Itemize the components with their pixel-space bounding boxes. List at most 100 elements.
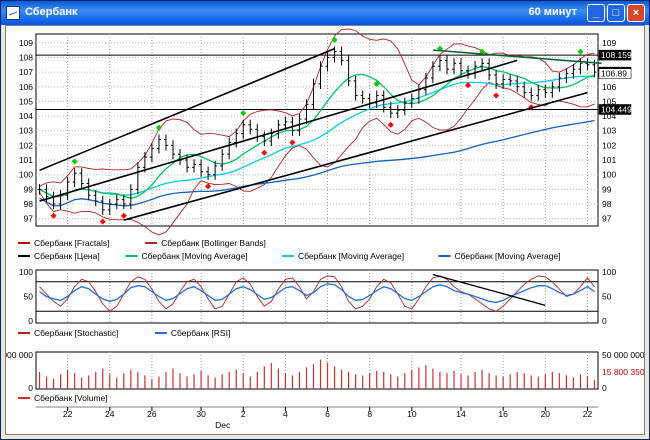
- oscillator-tick-left: 50: [24, 292, 34, 302]
- price-tick-right: 105: [602, 96, 616, 106]
- chart-app-icon: [6, 6, 20, 20]
- price-label-box: [598, 68, 632, 79]
- fractal-up-marker: [155, 124, 162, 131]
- legend-label: Сбербанк [Fractals]: [34, 238, 110, 248]
- timeframe-label: 60 минут: [528, 6, 577, 18]
- x-axis-label: 22: [63, 409, 73, 419]
- x-axis-label: 16: [498, 409, 508, 419]
- x-axis-month: Dec: [215, 420, 231, 430]
- volume-legend-label: Сбербанк [Volume]: [34, 393, 108, 403]
- fractal-down-marker: [99, 218, 106, 225]
- price-tick-right: 109: [602, 38, 616, 48]
- price-tick-left: 105: [19, 96, 33, 106]
- trend-line: [123, 91, 588, 221]
- oscillator-panel: [35, 269, 599, 324]
- x-axis-label: 14: [456, 409, 466, 419]
- fractal-down-marker: [465, 82, 472, 89]
- trend-line: [432, 49, 602, 65]
- price-panel: [35, 33, 599, 227]
- x-axis-label: 24: [105, 409, 115, 419]
- price-tick-left: 108: [19, 52, 33, 62]
- oscillator-trend-line: [432, 273, 546, 306]
- price-tick-left: 99: [24, 184, 34, 194]
- price-tick-right: 99: [602, 184, 612, 194]
- window-title: Сбербанк: [25, 6, 78, 18]
- fractal-down-marker: [120, 212, 127, 219]
- price-label-box: [598, 104, 632, 115]
- fractal-down-marker: [261, 149, 268, 156]
- fractal-up-marker: [240, 110, 247, 117]
- price-tick-right: 104: [602, 111, 616, 121]
- x-axis-label: 2: [241, 409, 246, 419]
- oscillator-tick-right: 50: [602, 292, 612, 302]
- x-axis-label: 22: [583, 409, 593, 419]
- price-tick-right: 102: [602, 140, 616, 150]
- trend-line: [39, 59, 518, 202]
- legend-label: Сбербанк [Bollinger Bands]: [161, 238, 266, 248]
- rsi-line: [39, 283, 595, 304]
- chart-svg[interactable]: 109 108 107 106 105 104 103 102 101 100 99 98 97 109 1…: [6, 26, 644, 434]
- price-tick-left: 98: [24, 199, 34, 209]
- oscillator-legend-label: Сбербанк [RSI]: [171, 328, 230, 338]
- fractal-up-marker: [71, 158, 78, 165]
- x-axis-label: 26: [147, 409, 157, 419]
- price-tick-left: 102: [19, 140, 33, 150]
- price-tick-right: 98: [602, 199, 612, 209]
- price-tick-left: 109: [19, 38, 33, 48]
- oscillator-tick-right: 100: [602, 267, 616, 277]
- chart-area[interactable]: 109 108 107 106 105 104 103 102 101 100 99 98 97 109 1…: [5, 25, 645, 435]
- oscillator-tick-left: 0: [28, 316, 33, 326]
- price-label-text: 104.449: [601, 104, 632, 114]
- fractal-down-marker: [493, 92, 500, 99]
- price-tick-left: 107: [19, 67, 33, 77]
- maximize-button[interactable]: □: [607, 4, 625, 22]
- fractal-up-marker: [331, 36, 338, 43]
- price-tick-left: 101: [19, 155, 33, 165]
- price-tick-right: 101: [602, 155, 616, 165]
- price-tick-left: 104: [19, 111, 33, 121]
- price-label-text: 106.89: [601, 69, 627, 79]
- price-label-box: [598, 49, 632, 61]
- trend-line: [39, 47, 335, 172]
- legend-label: Сбербанк [Цена]: [34, 251, 100, 261]
- volume-tick-left: 0: [28, 383, 33, 393]
- moving-average-slow-line: [39, 119, 595, 207]
- stochastic-line: [39, 275, 595, 312]
- price-tick-left: 97: [24, 214, 34, 224]
- legend-label: Сбербанк [Moving Average]: [455, 251, 561, 261]
- price-tick-right: 97: [602, 214, 612, 224]
- oscillator-tick-left: 100: [19, 267, 33, 277]
- legend-label: Сбербанк [Moving Average]: [298, 251, 404, 261]
- fractal-up-marker: [577, 48, 584, 55]
- price-tick-right: 100: [602, 170, 616, 180]
- price-tick-right: 106: [602, 82, 616, 92]
- price-tick-left: 106: [19, 82, 33, 92]
- minimize-button[interactable]: _: [587, 4, 605, 22]
- fractal-down-marker: [387, 121, 394, 128]
- bollinger-lower-band: [39, 81, 595, 236]
- x-axis-label: 20: [541, 409, 551, 419]
- fractal-up-marker: [373, 80, 380, 87]
- fractal-down-marker: [289, 139, 296, 146]
- volume-last-value: 15 800 350: [602, 367, 644, 377]
- volume-tick-right: 50 000 000: [602, 350, 644, 360]
- x-axis-label: 4: [283, 409, 288, 419]
- price-tick-left: 103: [19, 126, 33, 136]
- x-axis-label: 30: [196, 409, 206, 419]
- price-tick-right: 103: [602, 126, 616, 136]
- x-axis-label: 8: [367, 409, 372, 419]
- volume-tick-right: 0: [602, 383, 607, 393]
- moving-average-fast-line: [39, 65, 595, 199]
- bollinger-upper-band: [39, 28, 595, 187]
- price-label-text: 108.159: [601, 50, 632, 60]
- volume-tick-left: 50 000 000: [6, 350, 33, 360]
- close-button[interactable]: ×: [627, 4, 645, 22]
- fractal-down-marker: [205, 183, 212, 190]
- oscillator-tick-right: 0: [602, 316, 607, 326]
- volume-panel: [35, 351, 599, 390]
- oscillator-legend-label: Сбербанк [Stochastic]: [34, 328, 118, 338]
- x-axis-label: 6: [325, 409, 330, 419]
- legend-label: Сбербанк [Moving Average]: [142, 251, 248, 261]
- title-bar[interactable]: Сбербанк 60 минут _ □ ×: [1, 1, 649, 25]
